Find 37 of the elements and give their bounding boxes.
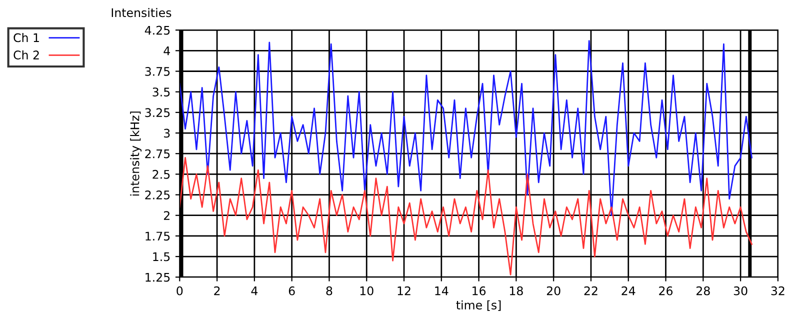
y-tick-label: 4.25 xyxy=(144,26,170,35)
y-tick-label: 2 xyxy=(164,211,170,220)
line-series xyxy=(180,40,752,216)
x-tick-label: 30 xyxy=(734,286,748,296)
y-tick-label: 3.25 xyxy=(145,108,170,118)
chart-title: Intensities xyxy=(112,8,172,18)
x-tick-label: 24 xyxy=(622,286,636,296)
x-tick-label: 6 xyxy=(288,286,295,296)
x-tick-label: 18 xyxy=(510,286,523,296)
x-tick-label: 14 xyxy=(435,286,448,296)
legend-label: Ch 1 xyxy=(14,33,39,42)
x-tick-label: 28 xyxy=(696,286,710,296)
x-tick-label: 22 xyxy=(584,286,598,296)
y-tick-label: 2.25 xyxy=(145,190,170,200)
y-tick-label: 3.75 xyxy=(145,66,170,76)
x-tick-label: 8 xyxy=(326,286,332,296)
line-series xyxy=(180,157,752,276)
y-tick-label: 1.75 xyxy=(146,232,170,241)
x-tick-label: 4 xyxy=(251,286,258,296)
x-tick-label: 16 xyxy=(472,286,486,296)
x-tick-label: 2 xyxy=(214,286,220,296)
x-tick-label: 26 xyxy=(659,286,673,296)
y-tick-label: 2.75 xyxy=(145,149,170,158)
y-tick-label: 4 xyxy=(164,46,170,56)
x-tick-label: 32 xyxy=(771,286,784,296)
y-tick-label: 1.5 xyxy=(153,252,170,262)
y-tick-label: 2.5 xyxy=(152,170,170,179)
x-tick-label: 20 xyxy=(546,286,560,296)
legend-label: Ch 2 xyxy=(14,50,39,60)
x-tick-label: 10 xyxy=(360,286,374,296)
y-tick-label: 1.25 xyxy=(146,272,170,282)
y-axis-title: intensity [kHz] xyxy=(130,112,142,196)
x-tick-label: 0 xyxy=(176,286,183,296)
x-tick-label: 12 xyxy=(398,286,410,296)
y-tick-label: 3.5 xyxy=(152,88,170,96)
x-axis-title: time [s] xyxy=(456,300,501,311)
y-tick-label: 3 xyxy=(164,128,170,138)
